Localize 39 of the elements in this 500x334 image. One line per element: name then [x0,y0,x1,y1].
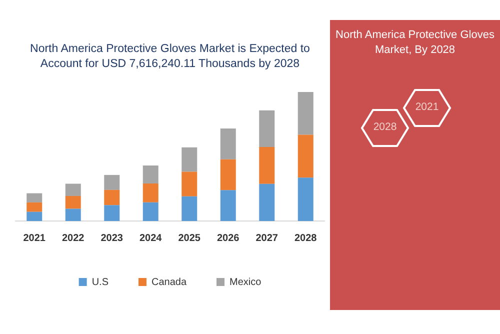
x-tick-label: 2025 [178,232,201,244]
bar [65,208,81,221]
bar [65,184,81,196]
bar [259,110,275,147]
x-tick-label: 2022 [62,232,85,244]
bar [182,172,198,196]
bar [26,202,42,212]
chart-title: North America Protective Gloves Market is Expected to Account for USD 7,616,240.11 Thousands by 2028 [29,42,311,72]
x-tick-label: 2027 [256,232,278,244]
bar [65,196,81,209]
x-tick-label: 2021 [23,232,46,244]
bar [220,159,236,190]
bar [142,183,158,202]
text: North America Protective Gloves Market, By 2028 [335,28,495,58]
bar [259,184,275,221]
bar [298,134,314,178]
text: 2028 [372,121,398,133]
bar [298,178,314,221]
bar [142,166,158,184]
bar [26,193,42,202]
bar [104,190,120,206]
bar [26,212,42,221]
bar [142,202,158,221]
bar [182,196,198,221]
legend-label: Mexico [230,276,262,288]
x-tick-label: 2023 [100,232,124,244]
bar [220,190,236,221]
legend-label: Canada [151,276,187,288]
text: 2021 [414,101,440,113]
legend-label: U.S [92,276,109,288]
bar [104,205,120,221]
bar [182,147,198,172]
bar [220,128,236,160]
bar [259,146,275,184]
x-tick-label: 2028 [294,232,318,244]
x-tick-label: 2024 [140,232,162,244]
bar [104,174,120,190]
x-tick-label: 2026 [217,232,240,244]
bar [298,92,314,135]
